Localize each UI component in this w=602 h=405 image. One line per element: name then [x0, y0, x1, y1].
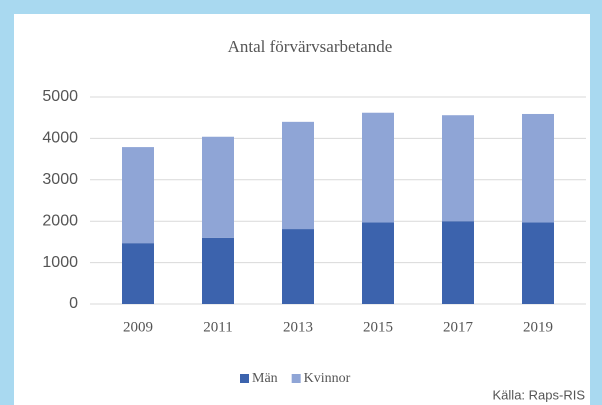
x-tick-label: 2015 — [363, 319, 393, 335]
x-tick-label: 2009 — [123, 319, 153, 335]
bar-segment — [202, 136, 234, 238]
bar-segment — [282, 121, 314, 230]
bar-segment — [522, 222, 554, 304]
legend-swatch — [291, 374, 301, 383]
bar-segment — [282, 229, 314, 304]
y-tick-label: 0 — [69, 295, 78, 312]
x-tick-label: 2013 — [283, 319, 313, 335]
legend-label: Kvinnor — [304, 371, 351, 386]
legend-swatch — [240, 374, 249, 383]
source: Källa: Raps-RIS — [493, 387, 586, 402]
y-tick-label: 4000 — [42, 130, 78, 147]
bar-segment — [362, 112, 394, 223]
bar-segment — [442, 221, 474, 304]
y-tick-label: 1000 — [42, 254, 78, 271]
legend-label: Män — [252, 371, 278, 386]
bar-segment — [122, 147, 154, 244]
bar-segment — [202, 237, 234, 304]
x-tick-label: 2019 — [523, 319, 553, 335]
y-tick-label: 2000 — [42, 212, 78, 229]
bar-segment — [122, 243, 154, 304]
bar-segment — [362, 222, 394, 304]
chart-title: Antal förvärvsarbetande — [228, 37, 393, 56]
x-tick-label: 2011 — [203, 319, 232, 335]
bar-segment — [442, 115, 474, 222]
bar-segment — [522, 113, 554, 223]
y-tick-label: 3000 — [42, 171, 78, 188]
x-tick-label: 2017 — [443, 319, 474, 335]
y-tick-label: 5000 — [42, 88, 78, 105]
